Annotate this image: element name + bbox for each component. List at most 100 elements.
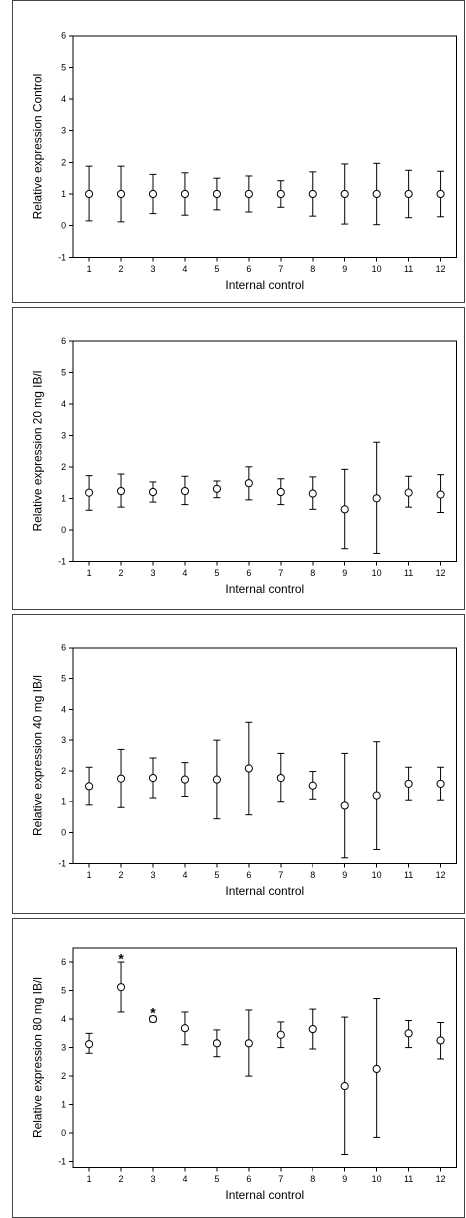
y-tick-label: 3	[61, 735, 66, 745]
y-tick-label: 1	[61, 189, 66, 199]
y-tick-label: 2	[61, 462, 66, 472]
data-point	[436, 189, 445, 199]
chart-panel-control: -1 0 1 2 3 4 5 6 1 2 3 4 5 6 7 8 9 10 11 12 Relative express…	[12, 0, 465, 303]
data-point	[116, 189, 126, 199]
x-tick-label: 10	[372, 264, 382, 274]
data-point	[85, 1040, 94, 1049]
data-point	[244, 479, 253, 488]
y-tick-label: 6	[61, 31, 66, 41]
data-point	[116, 983, 126, 992]
x-tick-label: 8	[310, 870, 315, 880]
x-tick-label: 9	[342, 870, 347, 880]
data-point	[340, 505, 349, 514]
data-point	[340, 1082, 349, 1091]
significance-marker: *	[150, 1004, 156, 1020]
y-tick-label: 2	[61, 1071, 66, 1081]
x-tick-label: 6	[246, 1174, 251, 1184]
y-tick-label: 4	[61, 399, 66, 409]
x-tick-label: 7	[278, 264, 283, 274]
y-tick-label: 2	[61, 766, 66, 776]
data-point	[212, 189, 221, 199]
data-point	[340, 801, 349, 810]
plot-frame	[72, 35, 458, 258]
data-point	[212, 484, 221, 493]
data-point	[276, 773, 285, 783]
data-point	[148, 487, 158, 497]
x-tick-label: 3	[150, 264, 155, 274]
data-point	[148, 773, 158, 783]
y-tick-label: 5	[61, 367, 66, 377]
x-tick-label: 8	[310, 264, 315, 274]
data-point	[85, 488, 94, 497]
data-point	[308, 489, 317, 498]
data-point	[180, 1024, 190, 1033]
data-point	[85, 782, 94, 791]
y-tick-label: 5	[61, 986, 66, 996]
y-tick-label: -1	[58, 252, 66, 262]
x-tick-label: 11	[404, 1174, 413, 1184]
y-tick-label: 0	[61, 525, 66, 535]
x-tick-label: 2	[119, 1174, 124, 1184]
x-tick-label: 7	[278, 568, 283, 578]
y-axis-label: Relative expression 80 mg IB/l	[30, 977, 44, 1138]
x-tick-label: 11	[404, 568, 413, 578]
plot-frame	[72, 340, 458, 562]
y-axis-label: Relative expression Control	[30, 74, 44, 220]
y-tick-label: 1	[61, 1100, 66, 1110]
x-tick-label: 8	[310, 1174, 315, 1184]
data-point	[308, 189, 317, 199]
x-tick-label: 1	[87, 870, 92, 880]
data-point	[436, 1036, 445, 1045]
x-tick-label: 5	[214, 870, 219, 880]
y-tick-label: 6	[61, 643, 66, 653]
y-tick-label: 4	[61, 1014, 66, 1024]
x-tick-label: 1	[87, 1174, 92, 1184]
x-tick-label: 8	[310, 568, 315, 578]
data-point	[180, 775, 190, 784]
y-tick-label: 3	[61, 126, 66, 136]
data-point	[436, 490, 445, 499]
y-tick-label: 4	[61, 704, 66, 714]
x-tick-label: 6	[246, 568, 251, 578]
x-tick-label: 12	[436, 568, 446, 578]
x-axis-label: Internal control	[225, 278, 304, 292]
chart-panel-40mg: -1 0 1 2 3 4 5 6 1 2 3 4 5 6 7 8 9 10 11 12 Relative express…	[12, 614, 465, 914]
y-tick-label: 0	[61, 828, 66, 838]
y-axis-label: Relative expression 20 mg IB/l	[30, 371, 44, 532]
x-tick-label: 10	[372, 1174, 382, 1184]
data-point	[148, 189, 158, 199]
chart-panel-80mg: -1 0 1 2 3 4 5 6 1 2 3 4 5 6 7 8 9 10 11 12 * * Relative expre…	[12, 918, 465, 1218]
x-tick-label: 9	[342, 1174, 347, 1184]
x-tick-label: 3	[150, 568, 155, 578]
y-tick-label: -1	[58, 556, 66, 566]
y-tick-label: 1	[61, 493, 66, 503]
x-tick-label: 3	[150, 870, 155, 880]
x-tick-label: 11	[404, 264, 413, 274]
data-point	[308, 781, 317, 790]
data-point	[308, 1024, 317, 1034]
x-tick-label: 4	[182, 1174, 187, 1184]
data-point	[340, 189, 349, 199]
x-tick-label: 6	[246, 264, 251, 274]
x-tick-label: 1	[87, 264, 92, 274]
significance-marker: *	[118, 950, 124, 966]
data-point	[436, 779, 445, 788]
data-point	[372, 494, 381, 503]
y-tick-label: 0	[61, 1128, 66, 1138]
x-tick-label: 3	[150, 1174, 155, 1184]
x-tick-label: 4	[182, 870, 187, 880]
data-point	[85, 189, 94, 199]
y-tick-label: 0	[61, 221, 66, 231]
data-point	[116, 774, 126, 783]
data-point	[404, 488, 413, 497]
x-axis-label: Internal control	[225, 1188, 304, 1202]
y-tick-label: 4	[61, 94, 66, 104]
data-point	[404, 189, 413, 199]
x-tick-label: 11	[404, 870, 413, 880]
x-tick-label: 2	[119, 870, 124, 880]
x-tick-label: 7	[278, 870, 283, 880]
